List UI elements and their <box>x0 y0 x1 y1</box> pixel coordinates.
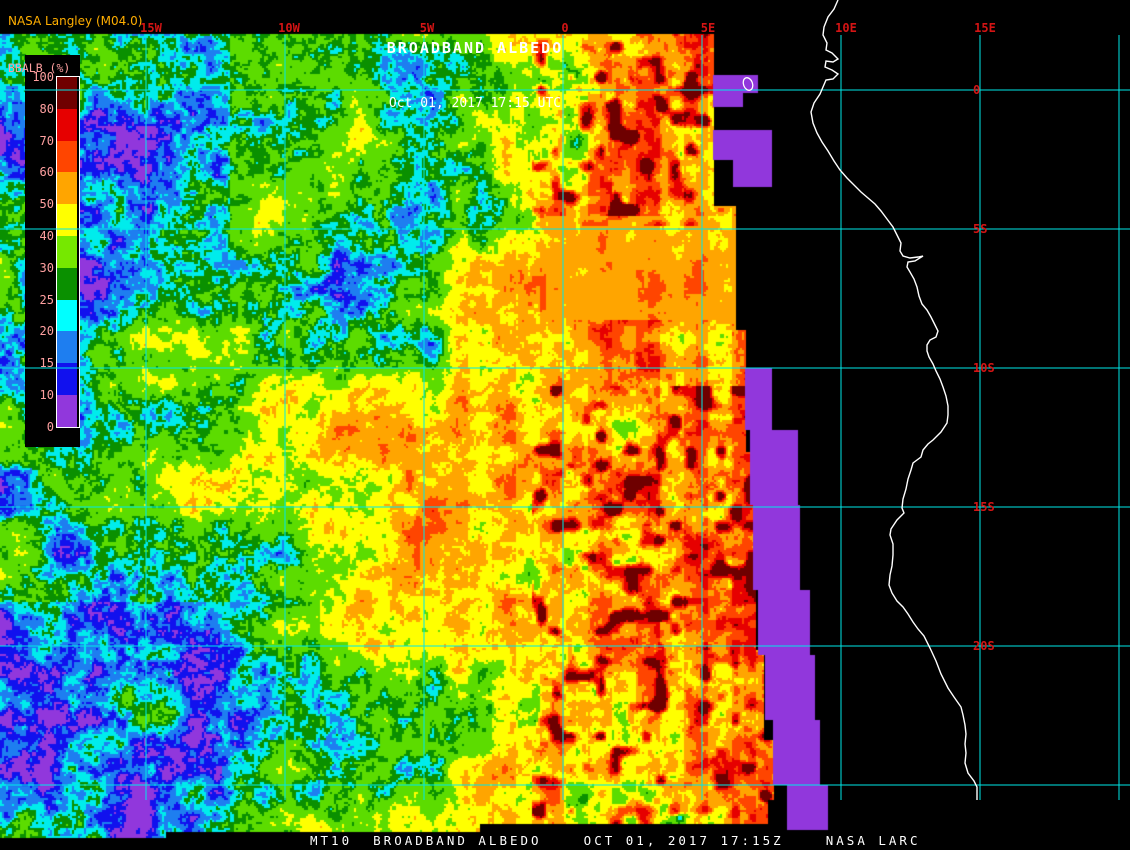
map-title: BROADBAND ALBEDO <box>386 39 564 57</box>
title-block: BROADBAND ALBEDO Oct 01, 2017 17:15 UTC <box>0 1 950 149</box>
colorbar-tick-label: 80 <box>39 101 54 116</box>
colorbar-tick-label: 60 <box>39 165 54 180</box>
colorbar-tick-label: 100 <box>32 70 54 84</box>
latitude-label: 10S <box>973 361 995 375</box>
colorbar-title: BBALB (%) <box>8 61 71 75</box>
colorbar-tick-label: 70 <box>39 133 54 148</box>
colorbar-tick-label: 25 <box>39 292 54 307</box>
colorbar-cell <box>57 267 77 300</box>
longitude-label: 5E <box>700 21 716 35</box>
colorbar-tick-label: 0 <box>46 419 54 434</box>
colorbar-tick-label: 40 <box>39 229 54 243</box>
colorbar-cell <box>57 331 77 364</box>
latitude-label: 15S <box>973 500 995 514</box>
longitude-label: 15E <box>974 21 996 35</box>
colorbar-cell <box>57 140 77 173</box>
colorbar-cell <box>57 299 77 332</box>
colorbar-tick-label: 15 <box>39 356 54 371</box>
map-subtitle: Oct 01, 2017 17:15 UTC <box>388 96 562 111</box>
colorbar-cell <box>57 172 77 205</box>
colorbar <box>56 76 80 428</box>
colorbar-cell <box>57 235 77 268</box>
colorbar-cell <box>57 363 77 395</box>
coastline <box>810 0 978 800</box>
latitude-label: 0 <box>973 83 981 97</box>
colorbar-cell <box>57 108 77 141</box>
colorbar-cell <box>57 394 77 427</box>
colorbar-tick-label: 50 <box>39 197 54 212</box>
longitude-label: 5W <box>419 21 435 35</box>
source-label: NASA Langley (M04.0) <box>8 14 143 28</box>
longitude-label: 10E <box>835 21 857 35</box>
colorbar-tick-label: 10 <box>39 388 54 402</box>
colorbar-tick-label: 20 <box>39 324 54 339</box>
longitude-label: 10W <box>278 21 300 35</box>
island-outline <box>742 77 754 91</box>
latitude-label: 20S <box>973 639 995 653</box>
longitude-label: 0 <box>561 21 569 35</box>
colorbar-cell <box>57 77 77 109</box>
latitude-label: 5S <box>973 222 988 236</box>
colorbar-tick-label: 30 <box>39 260 54 275</box>
longitude-label: 15W <box>140 21 162 35</box>
colorbar-cell <box>57 204 77 236</box>
footer-caption: MT10 BROADBAND ALBEDO OCT 01, 2017 17:15… <box>310 833 921 848</box>
